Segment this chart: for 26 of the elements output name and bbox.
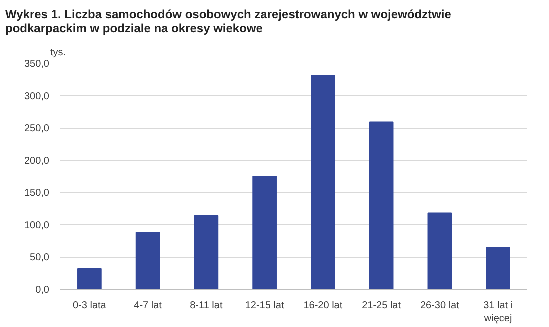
y-tick-label: 250,0: [24, 124, 50, 135]
chart-title: Wykres 1. Liczba samochodów osobowych zarejestrowanych w województwie podkarpackim w podziale na okresy wiekowe: [6, 8, 452, 36]
y-tick-label: 100,0: [24, 220, 50, 232]
bar: [428, 212, 452, 290]
bar: [486, 247, 510, 290]
y-tick-label: 200,0: [24, 156, 50, 167]
y-tick-label: 350,0: [24, 59, 50, 70]
x-tick-label: 4-7 lat: [134, 300, 162, 312]
y-axis-title: tys.: [50, 48, 66, 58]
x-tick-label: 26-30 lat: [420, 300, 460, 312]
y-tick-label: 150,0: [24, 188, 50, 200]
y-tick-label: 0,0: [36, 285, 50, 296]
y-tick-label: 50,0: [30, 252, 50, 264]
x-tick-label: 8-11 lat: [190, 300, 223, 312]
bar: [252, 176, 277, 290]
x-tick-label: 31 lat i więcej: [483, 300, 514, 325]
x-tick-label: 16-20 lat: [304, 300, 343, 312]
bar: [311, 75, 336, 290]
bar: [194, 215, 219, 290]
bar: [369, 122, 394, 290]
x-tick-label: 12-15 lat: [245, 300, 284, 312]
y-tick-label: 300,0: [24, 91, 50, 102]
x-tick-label: 0-3 lata: [73, 300, 107, 312]
bar: [78, 268, 102, 290]
x-tick-label: 21-25 lat: [362, 300, 402, 312]
bar: [136, 232, 160, 290]
